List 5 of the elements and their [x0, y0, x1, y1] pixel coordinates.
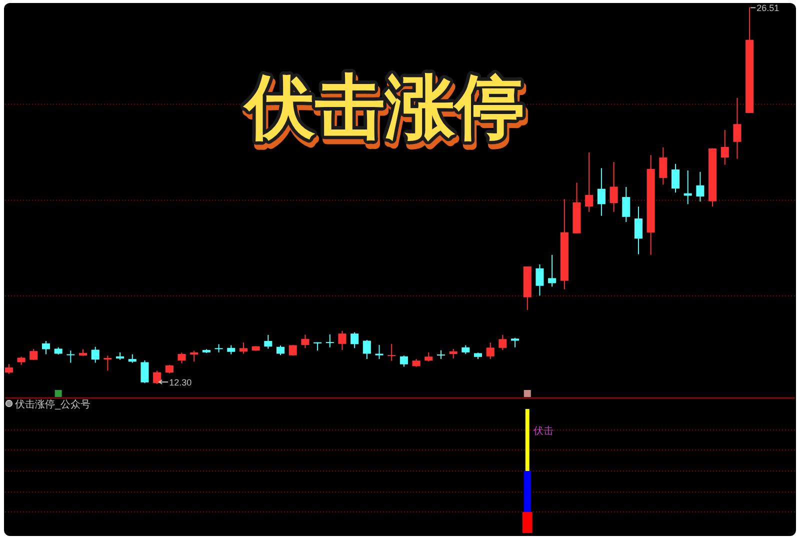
chart-title: 伏击涨停_公众号: [15, 398, 91, 410]
annotation: 12.30: [169, 377, 192, 388]
annotation: 伏击: [533, 425, 554, 438]
text: 伏击涨停: [242, 68, 525, 146]
text: 26.51: [756, 3, 780, 14]
